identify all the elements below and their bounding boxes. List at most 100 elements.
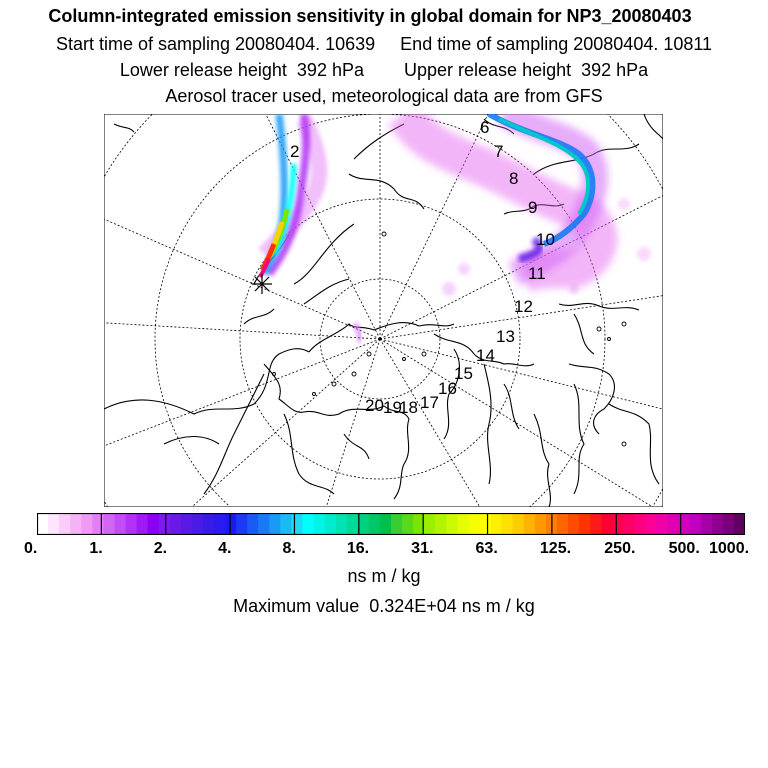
- day-label: 10: [536, 230, 555, 249]
- colorbar-cell: [678, 513, 691, 535]
- colorbar-cell: [214, 513, 226, 535]
- colorbar-cell: [368, 513, 381, 535]
- day-label: 7: [494, 142, 503, 161]
- colorbar-cell: [634, 513, 647, 535]
- colorbar-cell: [523, 513, 536, 535]
- day-label: 14: [476, 346, 495, 365]
- colorbar-cell: [313, 513, 326, 535]
- colorbar-cell: [291, 513, 304, 535]
- colorbar-cell: [202, 513, 215, 535]
- colorbar-cell: [689, 513, 702, 535]
- day-labels: 2 6 7 8 9 10 11 12 13 14 15 16 17 18 19 …: [290, 118, 555, 417]
- colorbar-cell: [457, 513, 470, 535]
- colorbar-cell: [125, 513, 138, 535]
- colorbar-cell: [468, 513, 481, 535]
- colorbar-cell: [645, 513, 658, 535]
- tracer-info-line: Aerosol tracer used, meteorological data…: [165, 86, 603, 106]
- colorbar-cell: [92, 513, 104, 535]
- colorbar-tick-label: 8.: [282, 540, 296, 557]
- lower-height-label: Lower release height 392 hPa: [119, 60, 364, 80]
- start-time-label: Start time of sampling 20080404. 10639: [55, 34, 376, 54]
- colorbar-unit-label: ns m / kg: [347, 566, 421, 586]
- colorbar-cell: [247, 513, 259, 535]
- colorbar-cell: [280, 513, 293, 535]
- colorbar-tick-label: 0.: [24, 540, 38, 557]
- colorbar-cell: [147, 513, 160, 535]
- colorbar-tick-label: 1.: [89, 540, 103, 557]
- colorbar-cell: [733, 513, 745, 535]
- colorbar-cell: [501, 513, 514, 535]
- release-height-line: Lower release height 392 hPa Upper relea…: [0, 61, 768, 79]
- colorbar-cell: [711, 513, 724, 535]
- colorbar-cell: [413, 513, 425, 535]
- colorbar-cell: [612, 513, 624, 535]
- colorbar-cell: [700, 513, 713, 535]
- day-label: 16: [438, 379, 457, 398]
- colorbar-cell: [158, 513, 171, 535]
- colorbar-separators: [100, 513, 682, 535]
- colorbar-cell: [391, 513, 403, 535]
- colorbar-tick-label: 63.: [475, 540, 498, 557]
- colorbar-cell: [656, 513, 669, 535]
- plume-layer: [258, 114, 651, 344]
- colorbar-tick-label: 4.: [218, 540, 232, 557]
- day-label: 8: [509, 169, 518, 188]
- colorbar-cell: [346, 513, 359, 535]
- day-label: 19: [383, 398, 402, 417]
- colorbar-cell: [590, 513, 602, 535]
- colorbar-cell: [114, 513, 127, 535]
- colorbar-cell: [579, 513, 591, 535]
- colorbar-tick-label: 16.: [346, 540, 370, 557]
- colorbar-cell: [379, 513, 392, 535]
- sampling-time-line: Start time of sampling 20080404. 10639 E…: [0, 35, 768, 53]
- colorbar-cell: [479, 513, 492, 535]
- map-panel: 2 6 7 8 9 10 11 12 13 14 15 16 17 18 19 …: [104, 114, 663, 507]
- day-label: 6: [480, 118, 489, 137]
- map-frame: [104, 114, 663, 507]
- colorbar-cell: [324, 513, 337, 535]
- day-label: 12: [514, 297, 533, 316]
- colorbar-cell: [402, 513, 414, 535]
- colorbar-tick-label: 2.: [153, 540, 168, 557]
- end-time-label: End time of sampling 20080404. 10811: [400, 34, 713, 54]
- maximum-value-label: Maximum value 0.324E+04 ns m / kg: [233, 596, 535, 616]
- coast-islands: [272, 231, 627, 447]
- day-label: 17: [420, 393, 439, 412]
- colorbar-cell: [534, 513, 547, 535]
- colorbar-tick-label: 31.: [411, 540, 434, 557]
- colorbar-cell: [180, 513, 193, 535]
- colorbar-cell: [269, 513, 281, 535]
- plot-title: Column-integrated emission sensitivity i…: [48, 6, 692, 26]
- colorbar-cell: [667, 513, 680, 535]
- colorbar-cells: [37, 513, 745, 535]
- colorbar-cell: [70, 513, 82, 535]
- day-label: 11: [528, 264, 546, 283]
- colorbar-cell: [236, 513, 248, 535]
- colorbar-cell: [335, 513, 348, 535]
- colorbar-cell: [258, 513, 270, 535]
- colorbar-tick-label: 250.: [604, 540, 636, 557]
- colorbar-cell: [446, 513, 458, 535]
- colorbar-frame: [37, 513, 745, 535]
- day-label: 13: [496, 327, 515, 346]
- colorbar-cell: [490, 513, 503, 535]
- colorbar-cell: [556, 513, 569, 535]
- day-label: 2: [290, 142, 299, 161]
- colorbar-cell: [191, 513, 204, 535]
- release-point-marker: [252, 274, 272, 294]
- colorbar-cell: [568, 513, 580, 535]
- colorbar-tick-label: 1000.: [709, 540, 750, 557]
- colorbar-cell: [59, 513, 71, 535]
- day-label: 20: [365, 396, 384, 415]
- colorbar-cell: [48, 513, 60, 535]
- colorbar-cell: [136, 513, 149, 535]
- colorbar-cell: [601, 513, 613, 535]
- day-label: 9: [528, 198, 537, 217]
- day-label: 15: [454, 364, 473, 383]
- colorbar-cell: [722, 513, 735, 535]
- colorbar-tick-label: 125.: [539, 540, 572, 557]
- colorbar-cell: [225, 513, 237, 535]
- colorbar-cell: [435, 513, 447, 535]
- upper-height-label: Upper release height 392 hPa: [404, 60, 649, 80]
- colorbar-cell: [37, 513, 49, 535]
